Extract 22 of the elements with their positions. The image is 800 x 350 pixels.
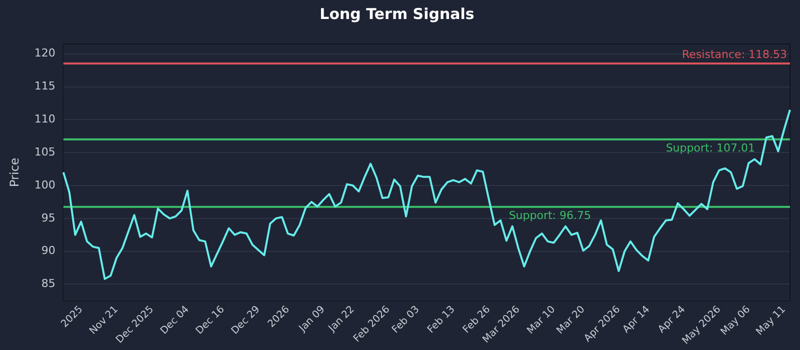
x-tick-label: Dec 16 xyxy=(194,304,227,337)
x-tick-label: Dec 29 xyxy=(230,304,262,337)
y-tick-label: 85 xyxy=(41,277,56,290)
x-tick-label: Feb 13 xyxy=(426,304,458,336)
x-tick-label: Jan 09 xyxy=(296,304,328,335)
ref-line-label: Support: 96.75 xyxy=(508,209,591,222)
y-tick-label: 110 xyxy=(34,112,56,126)
y-tick-label: 120 xyxy=(34,46,56,60)
y-axis-title: Price xyxy=(7,158,22,187)
chart-title: Long Term Signals xyxy=(320,4,474,23)
y-tick-label: 100 xyxy=(34,178,56,192)
x-tick-label: Apr 14 xyxy=(620,304,652,336)
y-tick-label: 115 xyxy=(34,80,56,93)
y-tick-label: 105 xyxy=(34,145,56,158)
y-tick-label: 95 xyxy=(41,211,56,224)
ref-line-label: Resistance: 118.53 xyxy=(682,48,787,61)
x-tick-label: Feb 03 xyxy=(390,304,422,336)
y-tick-label: 90 xyxy=(41,244,56,258)
x-tick-label: Jan 22 xyxy=(326,304,357,335)
x-tick-label: Apr 24 xyxy=(656,304,688,336)
ref-line-label: Support: 107.01 xyxy=(666,142,755,155)
x-tick-label: Dec 04 xyxy=(158,304,192,337)
